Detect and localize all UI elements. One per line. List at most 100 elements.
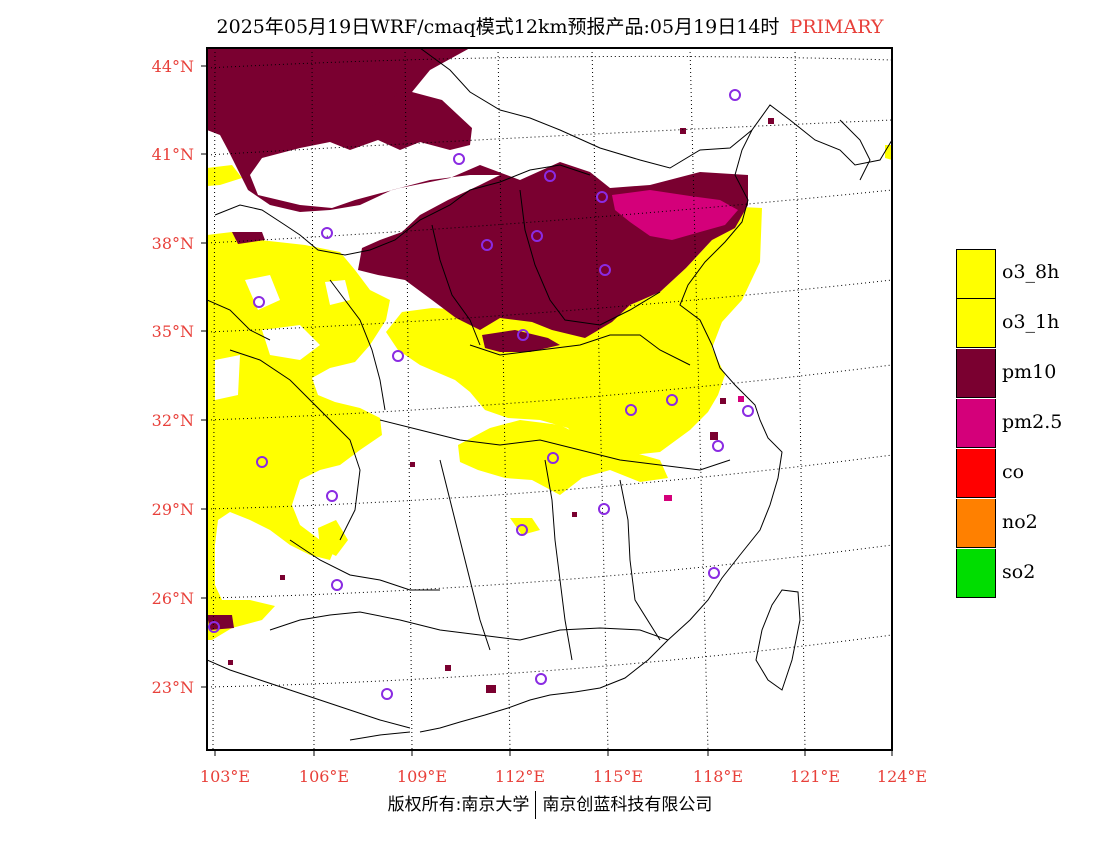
station-marker bbox=[547, 452, 559, 464]
station-marker bbox=[331, 579, 343, 591]
hainan-border bbox=[349, 731, 411, 741]
station-marker bbox=[742, 405, 754, 417]
legend-item: o3_8h bbox=[956, 249, 1100, 299]
pm10-region-west-spot bbox=[232, 232, 265, 244]
pm10-dot bbox=[572, 512, 577, 517]
station-marker bbox=[708, 567, 720, 579]
pm10-dot bbox=[445, 665, 451, 671]
border-hebei bbox=[519, 189, 661, 326]
pm25-dot bbox=[738, 396, 744, 402]
copyright-left: 版权所有:南京大学 bbox=[387, 795, 530, 815]
lon-label: 103°E bbox=[200, 767, 250, 786]
border-gansu bbox=[207, 299, 271, 341]
legend-swatch bbox=[956, 249, 996, 299]
border-yunnan bbox=[207, 659, 411, 729]
lon-label: 106°E bbox=[299, 767, 349, 786]
copyright-separator bbox=[535, 791, 537, 819]
lat-label: 35°N bbox=[152, 322, 194, 341]
graticule bbox=[207, 48, 892, 750]
copyright-right: 南京创蓝科技有限公司 bbox=[542, 795, 713, 815]
lat-label: 23°N bbox=[152, 678, 194, 697]
copyright: 版权所有:南京大学 南京创蓝科技有限公司 bbox=[0, 790, 1100, 819]
border-sichuan bbox=[229, 349, 361, 541]
border-yangtze bbox=[379, 419, 731, 471]
map-frame bbox=[206, 47, 893, 751]
border-jiangxi bbox=[544, 459, 573, 661]
border-fujian bbox=[619, 479, 661, 641]
pm10-dot bbox=[280, 575, 285, 580]
border-guangxi bbox=[269, 611, 401, 631]
pm10-dot bbox=[228, 660, 233, 665]
legend-item: no2 bbox=[956, 499, 1100, 549]
legend-item: so2 bbox=[956, 549, 1100, 599]
legend-label: pm2.5 bbox=[1002, 411, 1063, 433]
o3-region-northwest-strip bbox=[207, 165, 242, 186]
clear-gap-2 bbox=[245, 275, 280, 310]
pm25-dot bbox=[664, 495, 672, 501]
pm10-dot bbox=[486, 685, 496, 693]
o3-region-northeast-edge bbox=[885, 145, 892, 160]
lat-label: 32°N bbox=[152, 411, 194, 430]
station-marker bbox=[535, 673, 547, 685]
legend-label: no2 bbox=[1002, 511, 1038, 533]
grid-lat-41 bbox=[207, 119, 892, 156]
pm10-dot bbox=[680, 128, 686, 134]
lon-label: 109°E bbox=[397, 767, 447, 786]
station-marker bbox=[666, 394, 678, 406]
legend-swatch bbox=[956, 449, 996, 498]
legend-label: so2 bbox=[1002, 561, 1036, 583]
pm10-region-north-blob bbox=[240, 60, 398, 118]
o3-region-west bbox=[207, 232, 390, 640]
station-marker bbox=[453, 153, 465, 165]
pm10-dot bbox=[768, 118, 774, 124]
lat-label: 38°N bbox=[152, 234, 194, 253]
pm10-region-main bbox=[207, 48, 748, 338]
longitude-labels: 103°E 106°E 109°E 112°E 115°E 118°E 121°… bbox=[200, 767, 927, 786]
pm10-regions bbox=[207, 48, 774, 693]
pollutant-legend: o3_8h o3_1h pm10 pm2.5 co no2 so2 bbox=[956, 249, 1100, 599]
legend-label: co bbox=[1002, 461, 1025, 483]
border-henan bbox=[469, 334, 691, 366]
station-marker bbox=[326, 490, 338, 502]
legend-label: o3_1h bbox=[1002, 311, 1060, 333]
station-marker bbox=[531, 230, 543, 242]
lon-label: 112°E bbox=[495, 767, 545, 786]
legend-item: o3_1h bbox=[956, 299, 1100, 349]
clear-gap-4 bbox=[215, 355, 240, 400]
latitude-labels: 44°N 41°N 38°N 35°N 32°N 29°N 26°N 23°N bbox=[152, 57, 194, 697]
station-marker bbox=[544, 170, 556, 182]
lon-label: 118°E bbox=[693, 767, 743, 786]
lat-label: 29°N bbox=[152, 500, 194, 519]
lon-label: 115°E bbox=[593, 767, 643, 786]
station-marker bbox=[516, 524, 528, 536]
korea-border bbox=[839, 119, 871, 181]
legend-label: pm10 bbox=[1002, 361, 1057, 383]
border-shanxi bbox=[431, 224, 481, 346]
station-marker bbox=[596, 191, 608, 203]
grid-lat-44 bbox=[207, 55, 892, 69]
station-marker bbox=[729, 89, 741, 101]
pm25-regions bbox=[612, 190, 744, 501]
o3-region-patch bbox=[318, 520, 348, 556]
lat-label: 26°N bbox=[152, 589, 194, 608]
o3-region-yangtze bbox=[458, 420, 668, 495]
station-marker bbox=[599, 264, 611, 276]
lon-label: 124°E bbox=[877, 767, 927, 786]
clear-gap-3 bbox=[390, 372, 440, 400]
station-marker bbox=[381, 688, 393, 700]
lat-label: 44°N bbox=[152, 57, 194, 76]
lon-label: 121°E bbox=[790, 767, 840, 786]
pm10-dot bbox=[720, 398, 726, 404]
station-marker bbox=[517, 329, 529, 341]
legend-item: pm10 bbox=[956, 349, 1100, 399]
tick-marks bbox=[201, 65, 893, 756]
title-primary-label: PRIMARY bbox=[789, 16, 884, 38]
taiwan bbox=[755, 589, 801, 691]
title-text: 2025年05月19日WRF/cmaq模式12km预报产品:05月19日14时 bbox=[216, 16, 780, 38]
grid-lon-121 bbox=[794, 48, 806, 750]
legend-item: pm2.5 bbox=[956, 399, 1100, 449]
legend-swatch bbox=[956, 549, 996, 598]
station-marker bbox=[321, 227, 333, 239]
border-north bbox=[419, 48, 753, 169]
